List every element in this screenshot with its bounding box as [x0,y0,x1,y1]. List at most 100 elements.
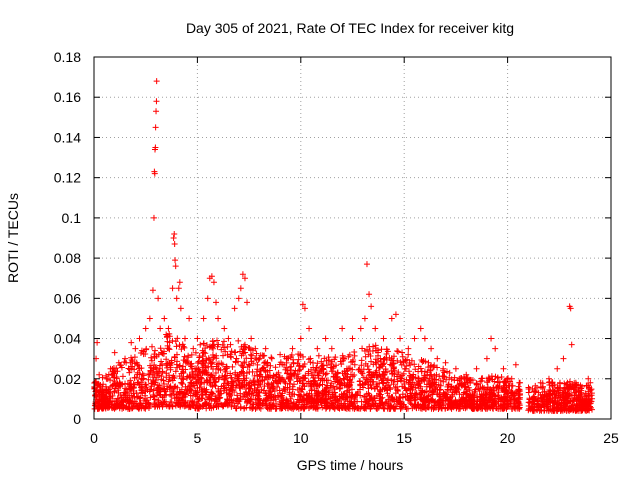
roti-point [434,400,441,407]
roti-point [356,366,363,373]
roti-point [415,363,422,370]
roti-point [381,372,388,379]
roti-point [207,374,214,381]
roti-point [250,360,257,367]
roti-point [467,379,474,386]
roti-point [195,405,202,412]
roti-point [148,354,155,361]
roti-point [443,394,450,401]
roti-point [212,393,219,400]
roti-point [588,386,595,393]
roti-point [287,363,294,370]
roti-point [228,348,235,355]
roti-point [188,351,195,358]
roti-point [138,402,145,409]
roti-point [479,375,486,382]
roti-point [583,403,590,410]
roti-point [330,404,337,411]
roti-point [238,362,245,369]
roti-point [250,378,257,385]
x-tick-labels: 0 5 10 15 20 25 [90,430,619,446]
roti-point [186,372,193,379]
roti-point [383,368,390,375]
roti-point [547,397,554,404]
roti-point [421,335,428,342]
roti-point [297,335,304,342]
roti-point [385,376,392,383]
roti-point [153,392,160,399]
roti-point [199,403,206,410]
roti-point [236,382,243,389]
roti-point [105,399,112,406]
roti-point [122,355,129,362]
roti-point [411,335,418,342]
roti-point [244,363,251,370]
roti-point [554,365,561,372]
roti-point [277,359,284,366]
roti-point [238,379,245,386]
roti-point [411,402,418,409]
roti-point [543,400,550,407]
roti-point [210,279,217,286]
roti-point [149,371,156,378]
roti-point [221,376,228,383]
roti-point [119,403,126,410]
roti-point [172,263,179,270]
roti-point [188,398,195,405]
roti-point [140,375,147,382]
roti-point [563,407,570,414]
roti-point [221,325,228,332]
roti-point [142,351,149,358]
roti-point [174,335,181,342]
roti-point [504,397,511,404]
roti-point [444,386,451,393]
roti-point [486,404,493,411]
roti-point [463,391,470,398]
roti-point [156,372,163,379]
roti-point [94,339,101,346]
roti-point [380,361,387,368]
roti-point [189,374,196,381]
roti-point [313,364,320,371]
roti-point [540,398,547,405]
roti-point [360,405,367,412]
roti-point [122,389,129,396]
roti-point [222,401,229,408]
roti-point [573,396,580,403]
roti-point [207,379,214,386]
roti-point [315,352,322,359]
roti-point [201,385,208,392]
roti-point [344,373,351,380]
roti-point [404,356,411,363]
roti-point [586,395,593,402]
roti-point [358,398,365,405]
roti-point [106,403,113,410]
roti-point [346,389,353,396]
roti-point [270,393,277,400]
roti-point [96,371,103,378]
roti-point [210,366,217,372]
roti-point [334,369,341,376]
roti-point [326,405,333,412]
roti-point [149,343,156,350]
grid-lines [94,57,611,419]
roti-point [243,381,250,388]
roti-point [260,353,267,360]
roti-point [429,397,436,404]
roti-point [208,360,215,367]
roti-point [398,403,405,410]
roti-point [358,369,365,376]
roti-point [405,345,412,352]
roti-point [482,401,489,408]
roti-point [306,325,313,332]
roti-point [172,257,179,264]
roti-point [418,377,425,384]
data-marks [91,78,596,414]
roti-point [159,393,166,400]
roti-point [325,354,332,361]
roti-point [426,384,433,391]
roti-point [415,404,422,411]
roti-point [552,388,559,395]
roti-point [152,124,159,131]
